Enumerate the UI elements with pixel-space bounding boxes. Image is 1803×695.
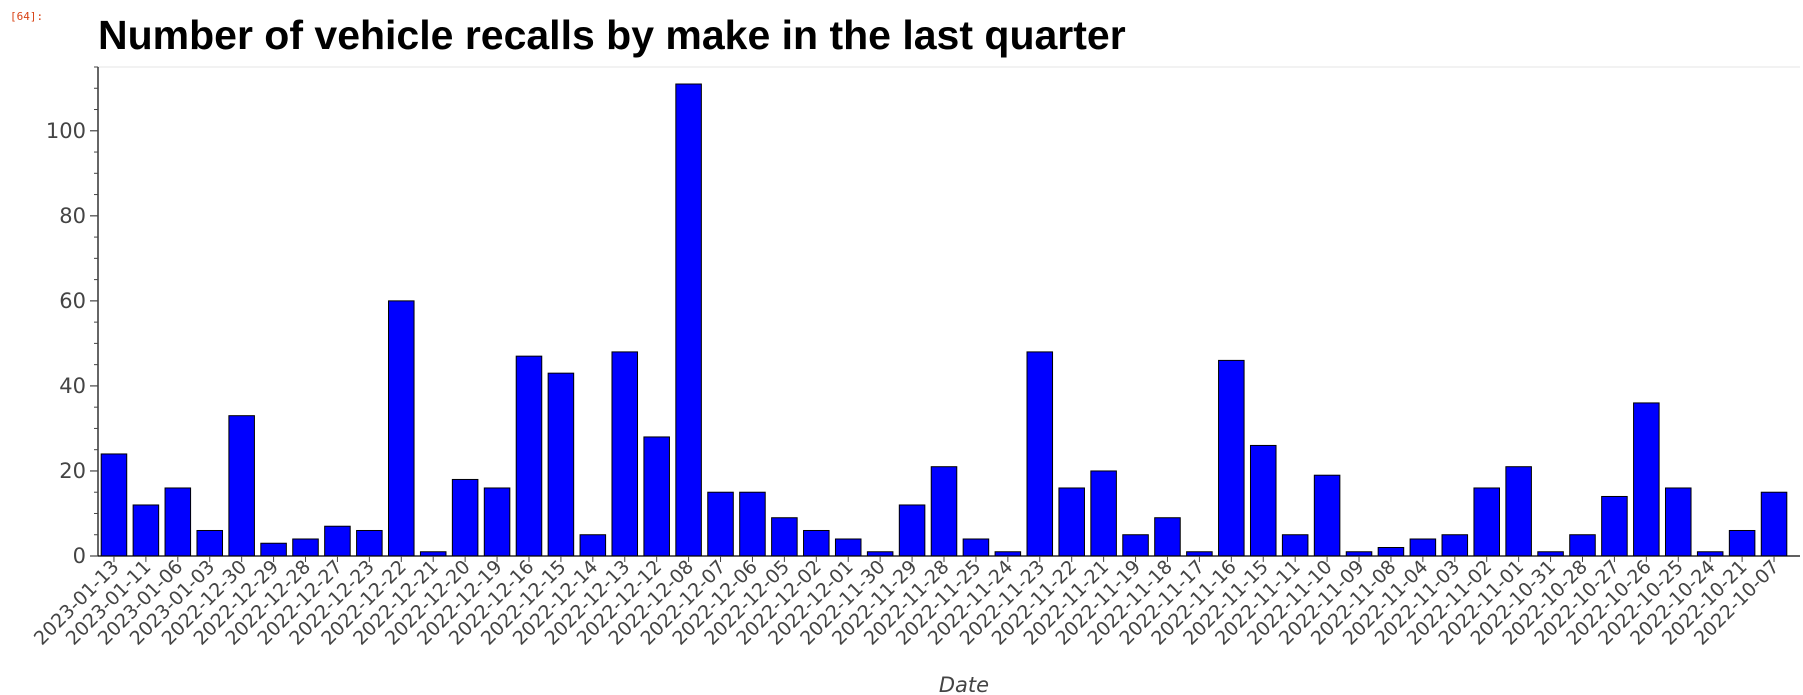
- bar: [1345, 551, 1373, 557]
- bar: [100, 453, 128, 557]
- bar: [1569, 534, 1596, 557]
- bar: [356, 529, 383, 557]
- bar: [1218, 359, 1245, 557]
- chart-title: Number of vehicle recalls by make in the…: [98, 12, 1126, 58]
- bar: [930, 466, 958, 557]
- bar: [451, 478, 479, 557]
- bar: [1122, 534, 1149, 557]
- bar: [1537, 551, 1564, 557]
- bar: [132, 504, 160, 557]
- bar: [1377, 547, 1405, 557]
- bar: [388, 300, 415, 557]
- bar: [1409, 538, 1437, 557]
- bar: [866, 551, 894, 557]
- bar: [1473, 487, 1500, 557]
- bar: [1249, 444, 1277, 557]
- bar: [675, 83, 702, 557]
- bar: [771, 517, 798, 557]
- bar: [1154, 517, 1181, 557]
- bar: [324, 525, 351, 557]
- y-tick-label: 20: [59, 459, 86, 483]
- bar: [1664, 487, 1692, 557]
- bar: [196, 529, 224, 557]
- bar: [611, 351, 639, 557]
- bar: [994, 551, 1022, 557]
- bar: [1026, 351, 1054, 557]
- bar: [739, 491, 766, 557]
- y-tick-label: 40: [59, 374, 86, 398]
- y-tick-label: 100: [46, 119, 86, 143]
- bar: [643, 436, 670, 557]
- bar: [419, 551, 447, 557]
- bar: [292, 538, 319, 557]
- bar: [579, 534, 607, 557]
- plot-area: [98, 66, 1800, 557]
- bar: [1696, 551, 1724, 557]
- cell-prompt: [64]:: [10, 10, 44, 23]
- bar: [962, 538, 990, 557]
- bar: [515, 355, 543, 557]
- bar: [260, 542, 287, 557]
- bar: [1505, 466, 1532, 557]
- x-axis: 2023-01-132023-01-112023-01-062023-01-03…: [30, 555, 1800, 650]
- bar: [483, 487, 511, 557]
- bar: [547, 372, 575, 557]
- bar: [1760, 491, 1788, 557]
- y-tick-label: 80: [59, 204, 86, 228]
- bar: [1186, 551, 1213, 557]
- y-tick-label: 0: [73, 544, 86, 568]
- bar: [1633, 402, 1660, 557]
- bar: [898, 504, 926, 557]
- bar: [1441, 534, 1469, 557]
- bar: [1281, 534, 1309, 557]
- bar: [1313, 474, 1341, 557]
- y-tick-label: 60: [59, 289, 86, 313]
- bar: [1090, 470, 1117, 557]
- bar: [228, 415, 255, 557]
- bar: [707, 491, 734, 557]
- y-axis: 0 20 40 60 80 100: [46, 66, 99, 568]
- bar: [1728, 529, 1756, 557]
- bar: [834, 538, 862, 557]
- bar: [803, 529, 830, 557]
- bar: [1601, 495, 1628, 557]
- bar: [164, 487, 192, 557]
- x-axis-label: Date: [939, 673, 989, 695]
- bar: [1058, 487, 1085, 557]
